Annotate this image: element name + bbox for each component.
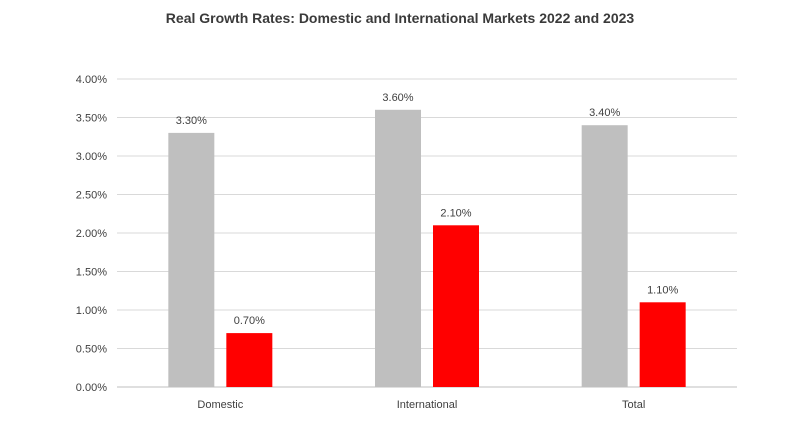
y-tick-label: 1.50% [76,267,107,279]
y-tick-label: 1.00% [76,305,107,317]
data-label: 3.30% [176,115,207,127]
y-tick-label: 0.50% [76,344,107,356]
bar-2022-domestic [168,132,215,387]
data-label: 2.10% [440,207,471,219]
y-tick-label: 2.50% [76,190,107,202]
data-label: 1.10% [647,284,678,296]
chart-title: Real Growth Rates: Domestic and Internat… [165,10,635,26]
bar-2022-total [581,125,628,387]
bar-2023-international [433,225,479,387]
data-label: 3.40% [589,107,620,119]
y-tick-label: 3.00% [76,151,107,163]
x-tick-label: Total [622,399,645,411]
y-tick-label: 3.50% [76,113,107,125]
bar-2022-international [375,109,421,388]
y-tick-label: 0.00% [76,382,107,394]
x-tick-label: Domestic [197,399,243,411]
y-tick-label: 4.00% [76,74,107,86]
data-label: 0.70% [234,315,265,327]
data-label: 3.60% [382,92,413,104]
x-tick-label: International [397,399,458,411]
bar-2023-total [639,302,686,387]
y-tick-label: 2.00% [76,228,107,240]
bar-2023-domestic [226,333,273,387]
